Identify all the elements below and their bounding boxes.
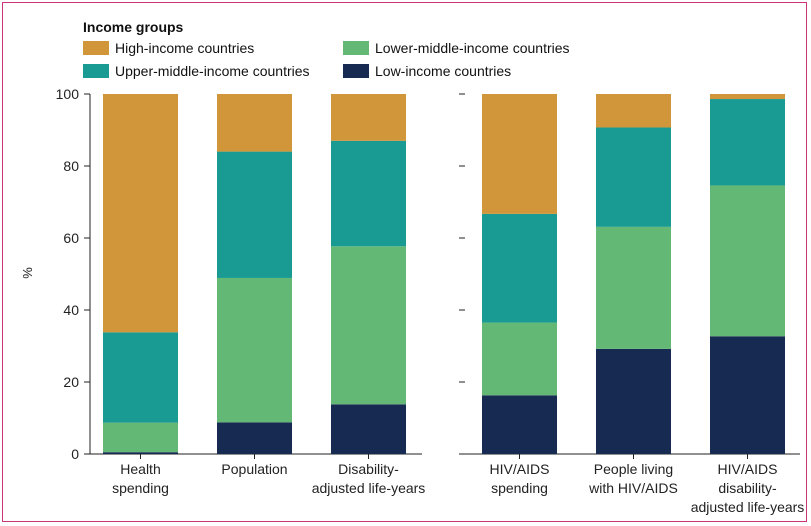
- legend-item-upper-middle: Upper-middle-income countries: [83, 63, 310, 79]
- bar-segment-high: [331, 94, 406, 141]
- y-tick-label: 20: [63, 374, 79, 390]
- legend-item-low: Low-income countries: [343, 63, 511, 79]
- y-tick-label: 100: [56, 86, 80, 102]
- bar-segment-lower-middle: [710, 185, 785, 337]
- bar-segment-upper-middle: [482, 213, 557, 323]
- legend-label-upper-middle: Upper-middle-income countries: [115, 63, 310, 79]
- y-axis: 0 20 40 60 80 100: [56, 86, 91, 462]
- x-tick-label: spending: [491, 480, 548, 496]
- bar-segment-low: [331, 404, 406, 454]
- bar-segment-upper-middle: [710, 99, 785, 186]
- legend-item-lower-middle: Lower-middle-income countries: [343, 40, 570, 56]
- x-tick-label: HIV/AIDS: [718, 461, 778, 477]
- bar-segment-high: [103, 94, 178, 333]
- x-tick-label: adjusted life-years: [691, 499, 805, 515]
- x-tick-label: disability-: [718, 480, 777, 496]
- bar-segment-upper-middle: [596, 127, 671, 227]
- y-axis-label: %: [20, 267, 35, 279]
- bar-segment-upper-middle: [331, 140, 406, 247]
- bar-segment-low: [710, 336, 785, 454]
- legend-swatch-upper-middle: [83, 64, 109, 78]
- bar-segment-upper-middle: [103, 332, 178, 423]
- legend-swatch-low: [343, 64, 369, 78]
- bar-segment-upper-middle: [217, 151, 292, 278]
- bar-segment-high: [217, 94, 292, 152]
- bar-segment-low: [596, 348, 671, 454]
- x-tick-label: Population: [221, 461, 287, 477]
- legend-label-low: Low-income countries: [375, 63, 512, 79]
- legend-item-high: High-income countries: [83, 40, 254, 56]
- x-tick-label: spending: [112, 480, 169, 496]
- legend-swatch-lower-middle: [343, 41, 369, 55]
- bar-segment-low: [217, 422, 292, 454]
- x-tick-label: Health: [120, 461, 160, 477]
- x-tick-label: People living: [594, 461, 673, 477]
- legend-label-lower-middle: Lower-middle-income countries: [375, 40, 570, 56]
- bar-segment-lower-middle: [331, 246, 406, 405]
- x-tick-label: with HIV/AIDS: [588, 480, 678, 496]
- bar-segment-high: [710, 94, 785, 100]
- bar-segment-low: [103, 452, 178, 454]
- bar-segment-lower-middle: [103, 422, 178, 453]
- legend-swatch-high: [83, 41, 109, 55]
- y-tick-label: 40: [63, 302, 79, 318]
- bar-segment-lower-middle: [217, 277, 292, 423]
- chart-panels: Health spending Population Disability-adjus…: [90, 93, 805, 515]
- bar-segment-high: [596, 94, 671, 128]
- legend-label-high: High-income countries: [115, 40, 255, 56]
- x-tick-label: Disability-: [338, 461, 399, 477]
- bar-segment-high: [482, 94, 557, 214]
- chart-panel-2: HIV/AIDS spending People living with HIV/AI…: [459, 93, 805, 515]
- bar-segment-lower-middle: [596, 226, 671, 349]
- y-tick-label: 80: [63, 158, 79, 174]
- x-tick-label: HIV/AIDS: [490, 461, 550, 477]
- chart-panel-1: Health spending Population Disability-adjus…: [90, 94, 425, 496]
- y-tick-label: 0: [71, 446, 79, 462]
- legend-title: Income groups: [83, 19, 184, 35]
- bar-segment-low: [482, 395, 557, 454]
- y-tick-label: 60: [63, 230, 79, 246]
- x-tick-label: adjusted life-years: [312, 480, 426, 496]
- bar-segment-lower-middle: [482, 322, 557, 396]
